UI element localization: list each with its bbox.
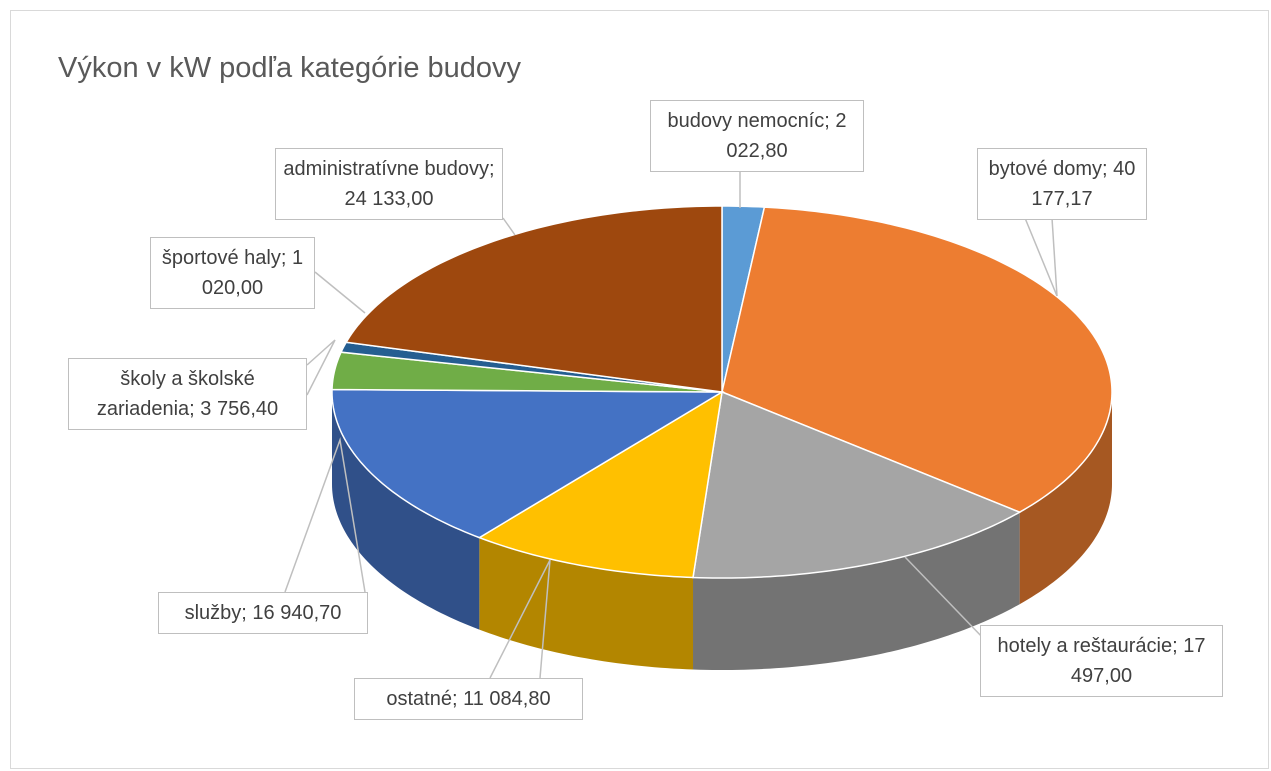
slice-side [479,537,694,670]
label-value: 2 022,80 [726,110,847,162]
data-label: bytové domy; 40 177,17 [977,148,1147,220]
label-value: 40 177,17 [1031,158,1136,210]
label-separator: ; [451,688,458,710]
slice-side [1019,392,1112,605]
slice-side [693,512,1020,670]
slice [477,390,723,579]
label-value: 11 084,80 [463,688,551,710]
label-separator: ; [824,110,830,132]
data-label: budovy nemocníc; 2 022,80 [650,100,864,172]
label-category: služby [184,602,242,624]
slice [692,390,1022,579]
data-label: hotely a reštaurácie; 17 497,00 [980,625,1223,697]
label-category: hotely a reštaurácie [997,635,1173,657]
label-value: 17 497,00 [1070,635,1206,687]
slice [344,205,723,393]
slice-side [332,392,480,630]
data-label: administratívne budovy; 24 133,00 [275,148,503,220]
label-category: športové haly [161,247,281,269]
label-value: 1 020,00 [201,247,304,299]
label-value: 3 756,40 [200,398,279,420]
label-category: bytové domy [988,158,1102,180]
label-separator: ; [280,247,287,269]
data-label: školy a školské zariadenia; 3 756,40 [68,358,307,430]
label-category: školy a školské zariadenia [96,368,255,420]
data-label: služby; 16 940,70 [158,592,368,634]
label-separator: ; [1172,635,1178,657]
label-category: ostatné [386,688,452,710]
chart-title: Výkon v kW podľa kategórie budovy [58,52,522,84]
label-separator: ; [1102,158,1108,180]
data-label: ostatné; 11 084,80 [354,678,583,720]
label-separator: ; [241,602,247,624]
slice [721,206,1113,514]
label-category: administratívne budovy [283,158,490,180]
label-separator: ; [489,158,495,180]
label-value: 24 133,00 [344,188,434,210]
slice [331,388,725,539]
leader-lines [284,172,1058,679]
chart-frame [10,10,1269,769]
label-category: budovy nemocníc [667,110,825,132]
label-separator: ; [189,398,195,420]
label-value: 16 940,70 [252,602,342,624]
data-label: športové haly; 1 020,00 [150,237,315,309]
